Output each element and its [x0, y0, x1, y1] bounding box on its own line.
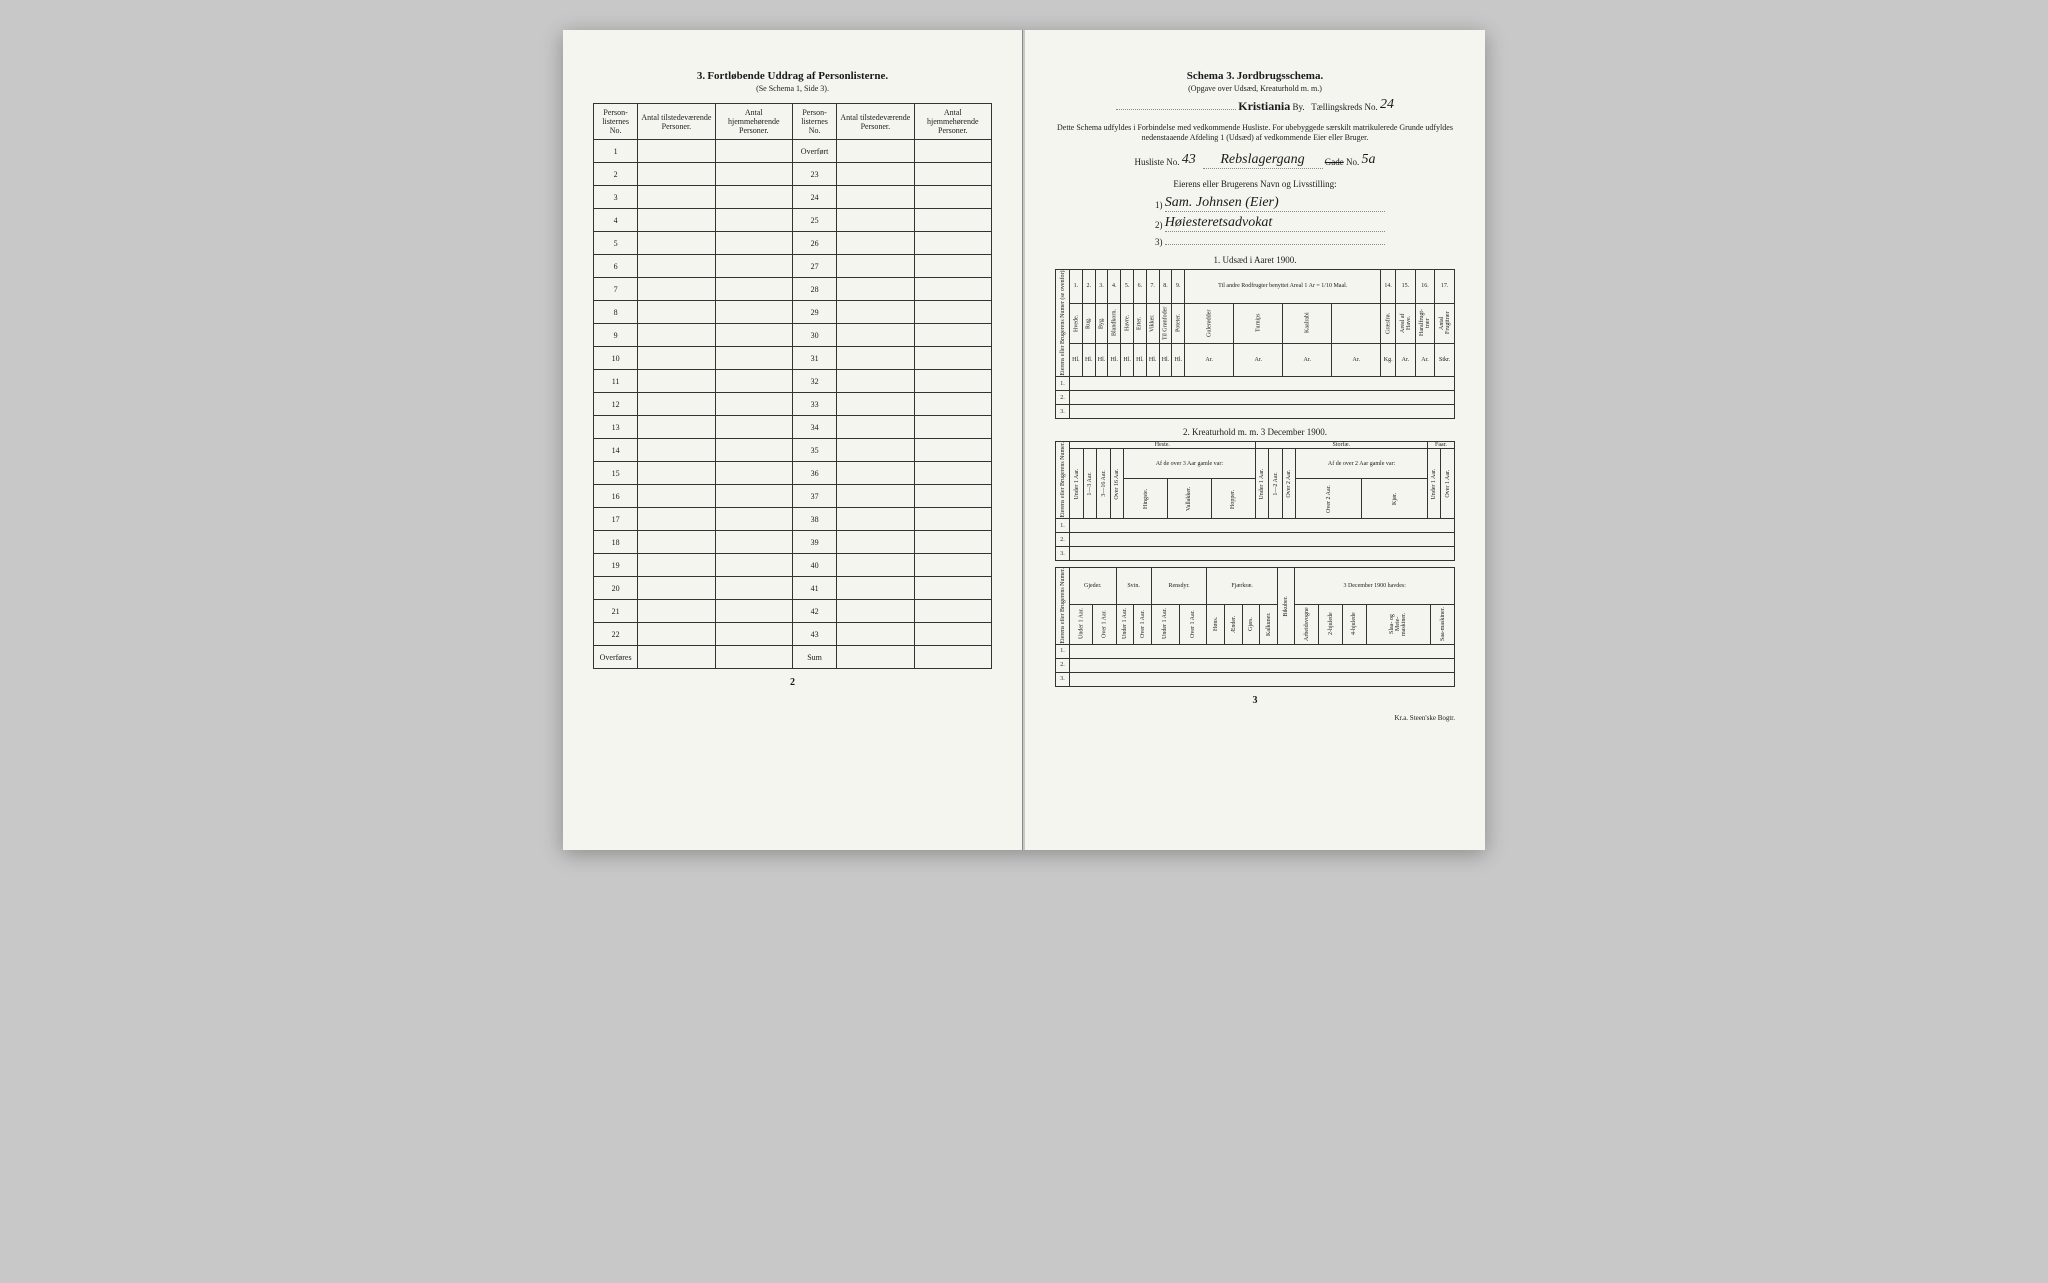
row-num: 6 — [594, 255, 638, 278]
livestock1-table: Eierens eller Brugerens Numer. Heste. St… — [1055, 441, 1455, 561]
printer-note: Kr.a. Steen'ske Bogtr. — [1055, 714, 1455, 722]
row-num: 34 — [792, 416, 836, 439]
row-num: 3 — [594, 186, 638, 209]
row-num: 14 — [594, 439, 638, 462]
row-num: 38 — [792, 508, 836, 531]
row-num: 26 — [792, 232, 836, 255]
row-num: 8 — [594, 301, 638, 324]
row-num: 10 — [594, 347, 638, 370]
schema-sub: (Opgave over Udsæd, Kreaturhold m. m.) — [1055, 84, 1455, 93]
row-num: 35 — [792, 439, 836, 462]
tkreds-value: 24 — [1380, 97, 1394, 112]
person-list-table: Person-listernes No. Antal tilstedeværen… — [593, 103, 992, 669]
row-num: 24 — [792, 186, 836, 209]
row-num: 20 — [594, 577, 638, 600]
husliste-value: 43 — [1182, 152, 1196, 167]
owner3-num: 3) — [1155, 237, 1163, 247]
page-left: 3. Fortløbende Uddrag af Personlisterne.… — [563, 30, 1023, 850]
gade-label: Gade — [1325, 157, 1344, 167]
row-num: 29 — [792, 301, 836, 324]
row-num: 5 — [594, 232, 638, 255]
schema-label: Schema 3. — [1187, 70, 1235, 82]
row-num: 11 — [594, 370, 638, 393]
livestock2-table: Eierens eller Brugerens Numer. Gjeder. S… — [1055, 567, 1455, 687]
row-num: 18 — [594, 531, 638, 554]
col-header: Person-listernes No. — [594, 104, 638, 140]
gade-no-label: No. — [1346, 157, 1359, 167]
col-header: Person-listernes No. — [792, 104, 836, 140]
row-num: 31 — [792, 347, 836, 370]
left-section-num: 3. — [697, 70, 705, 82]
row-num: 40 — [792, 554, 836, 577]
col-header: Antal tilstedeværende Personer. — [638, 104, 715, 140]
row-num: 17 — [594, 508, 638, 531]
husliste-label: Husliste No. — [1135, 157, 1180, 167]
document-spread: 3. Fortløbende Uddrag af Personlisterne.… — [563, 30, 1485, 850]
left-subtitle: (Se Schema 1, Side 3). — [593, 84, 992, 93]
owner2-num: 2) — [1155, 220, 1163, 230]
owner1-num: 1) — [1155, 200, 1163, 210]
row-num: 23 — [792, 163, 836, 186]
row-num: 41 — [792, 577, 836, 600]
col-header: Antal tilstedeværende Personer. — [837, 104, 914, 140]
crops-table: Eierens eller Brugerens Numer (se ovenfo… — [1055, 269, 1455, 420]
col-header: Antal hjemmehørende Personer. — [715, 104, 792, 140]
row-num: 16 — [594, 485, 638, 508]
overfores: Overføres — [594, 646, 638, 669]
page-number-right: 3 — [1055, 695, 1455, 706]
row-num: 13 — [594, 416, 638, 439]
section1-title: 1. Udsæd i Aaret 1900. — [1055, 255, 1455, 265]
street-value: Rebslagergang — [1203, 152, 1323, 169]
row-num: 12 — [594, 393, 638, 416]
row-num: 22 — [594, 623, 638, 646]
owner-header: Eierens eller Brugerens Navn og Livsstil… — [1055, 179, 1455, 189]
row-num: 1 — [594, 140, 638, 163]
by-label: By. — [1293, 102, 1305, 112]
row-num: 42 — [792, 600, 836, 623]
row-num: 28 — [792, 278, 836, 301]
section2-title: 2. Kreaturhold m. m. 3 December 1900. — [1055, 427, 1455, 437]
tkreds-label: Tællingskreds No. — [1311, 102, 1378, 112]
row-num: 19 — [594, 554, 638, 577]
row-num: 27 — [792, 255, 836, 278]
row-num: 43 — [792, 623, 836, 646]
row-num: 33 — [792, 393, 836, 416]
row-num: 2 — [594, 163, 638, 186]
row-num: 25 — [792, 209, 836, 232]
row-num: 7 — [594, 278, 638, 301]
row-num: 21 — [594, 600, 638, 623]
row-num: Overført — [792, 140, 836, 163]
crops-side: Eierens eller Brugerens Numer (se ovenfo… — [1056, 269, 1070, 377]
schema-title: Jordbrugsschema. — [1237, 70, 1323, 82]
row-num: 36 — [792, 462, 836, 485]
intro-text: Dette Schema udfyldes i Forbindelse med … — [1055, 123, 1455, 144]
row-num: 9 — [594, 324, 638, 347]
owner2-value: Høiesteretsadvokat — [1165, 215, 1385, 232]
row-num: 39 — [792, 531, 836, 554]
sum: Sum — [792, 646, 836, 669]
ls1-side: Eierens eller Brugerens Numer. — [1056, 442, 1070, 519]
owner3-value — [1165, 244, 1385, 245]
row-num: 4 — [594, 209, 638, 232]
row-num: 37 — [792, 485, 836, 508]
owner1-value: Sam. Johnsen (Eier) — [1165, 195, 1385, 212]
gade-no-value: 5a — [1362, 152, 1376, 167]
row-num: 15 — [594, 462, 638, 485]
left-title: Fortløbende Uddrag af Personlisterne. — [707, 70, 888, 82]
city-name: Kristiania — [1238, 99, 1290, 113]
page-number-left: 2 — [593, 677, 992, 688]
row-num: 32 — [792, 370, 836, 393]
page-right: Schema 3. Jordbrugsschema. (Opgave over … — [1025, 30, 1485, 850]
col-header: Antal hjemmehørende Personer. — [914, 104, 991, 140]
row-num: 30 — [792, 324, 836, 347]
ls2-side: Eierens eller Brugerens Numer. — [1056, 568, 1070, 645]
